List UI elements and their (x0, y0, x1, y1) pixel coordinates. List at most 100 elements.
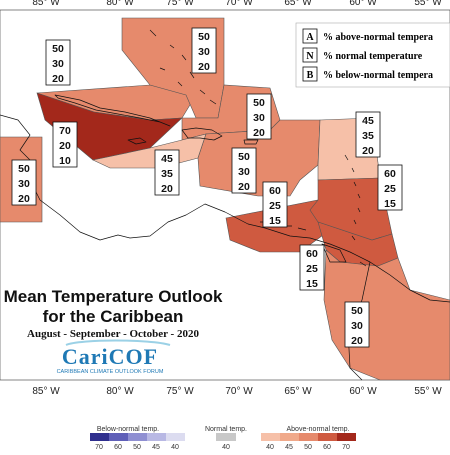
prob-normal: 30 (253, 112, 265, 124)
logo-swoosh (65, 339, 171, 346)
map-subtitle: for the Caribbean (43, 307, 184, 326)
forecast-period: August - September - October - 2020 (27, 328, 199, 340)
prob-box-leewards: 45 35 20 (355, 111, 381, 158)
prob-normal: 35 (362, 130, 374, 142)
lon-label: 85° W (32, 386, 60, 397)
colorbar-normal-swatch (216, 433, 236, 441)
prob-above: 45 (161, 153, 173, 165)
probability-boxes: 50 30 20 50 30 20 50 30 20 50 30 20 70 2… (11, 27, 403, 348)
prob-above: 45 (362, 115, 374, 127)
lon-label: 85° W (32, 0, 60, 8)
colorbar-below-swatches (90, 433, 185, 441)
swatch (318, 433, 337, 441)
lon-label: 70° W (225, 0, 253, 8)
lon-label: 80° W (106, 0, 134, 8)
logo-subtitle: CARIBBEAN CLIMATE OUTLOOK FORUM (57, 369, 164, 375)
prob-above: 50 (198, 31, 210, 43)
legend-letter: N (306, 51, 314, 62)
lon-label: 60° W (349, 386, 377, 397)
legend-row: A % above-normal tempera (302, 28, 433, 44)
swatch (128, 433, 147, 441)
tick: 60 (323, 444, 331, 450)
prob-above: 50 (351, 305, 363, 317)
prob-below: 20 (362, 145, 374, 157)
tick: 45 (285, 444, 293, 450)
region-puerto-rico (197, 119, 321, 197)
prob-box-guianas: 50 30 20 (344, 301, 370, 348)
prob-box-jamaica-cayman: 45 35 20 (154, 149, 180, 196)
prob-box-panama-westcuba: 50 30 20 (45, 39, 71, 86)
swatch (280, 433, 299, 441)
prob-below: 15 (269, 215, 281, 227)
legend-letter: A (306, 32, 314, 43)
color-bar: Below-normal temp. Normal temp. Above-no… (90, 426, 356, 451)
tick: 45 (152, 444, 160, 450)
prob-normal: 30 (18, 178, 30, 190)
legend-text: % below-normal tempera (323, 70, 433, 81)
legend-letter: B (307, 70, 314, 81)
prob-normal: 30 (351, 320, 363, 332)
lon-label: 75° W (166, 0, 194, 8)
swatch (299, 433, 318, 441)
caricof-logo: CariCOF CARIBBEAN CLIMATE OUTLOOK FORUM (57, 339, 171, 375)
swatch (337, 433, 356, 441)
prob-above: 50 (253, 97, 265, 109)
legend-row: B % below-normal tempera (302, 66, 433, 82)
prob-below: 15 (384, 198, 396, 210)
lon-label: 60° W (349, 0, 377, 8)
lon-label: 65° W (284, 0, 312, 8)
tick: 70 (342, 444, 350, 450)
lon-label: 55° W (414, 0, 442, 8)
colorbar-above-swatches (261, 433, 356, 441)
tick: 50 (304, 444, 312, 450)
lon-label: 75° W (166, 386, 194, 397)
legend-text: % normal temperature (323, 51, 423, 62)
logo-wordmark: CariCOF (62, 344, 158, 369)
prob-below: 20 (18, 193, 30, 205)
colorbar-normal-label: Normal temp. (205, 426, 247, 433)
prob-below: 15 (306, 278, 318, 290)
legend-row: N % normal temperature (302, 47, 423, 63)
prob-box-windwards: 60 25 15 (377, 164, 403, 211)
top-longitude-labels: 85° W 80° W 75° W 70° W 65° W 60° W 55° … (32, 0, 442, 8)
prob-normal: 25 (306, 263, 318, 275)
tick: 40 (266, 444, 274, 450)
lon-label: 65° W (284, 386, 312, 397)
swatch (166, 433, 185, 441)
bottom-longitude-labels: 85° W 80° W 75° W 70° W 65° W 60° W 55° … (32, 386, 442, 397)
swatch (261, 433, 280, 441)
prob-box-bahamas-north: 50 30 20 (191, 27, 217, 74)
prob-box-hispaniola: 50 30 20 (246, 93, 272, 140)
prob-below: 20 (238, 181, 250, 193)
colorbar-ticks: 70 60 50 45 40 40 40 45 50 60 70 (95, 444, 350, 451)
prob-box-puerto-rico: 50 30 20 (231, 147, 257, 194)
swatch (109, 433, 128, 441)
prob-normal: 30 (198, 46, 210, 58)
tick: 50 (133, 444, 141, 450)
prob-box-abc-islands: 60 25 15 (262, 181, 288, 228)
prob-box-cuba-west: 70 20 10 (52, 121, 78, 168)
prob-normal: 20 (59, 140, 71, 152)
swatch (90, 433, 109, 441)
tick: 40 (171, 444, 179, 450)
swatch (147, 433, 166, 441)
prob-above: 50 (18, 163, 30, 175)
prob-box-central-america: 50 30 20 (11, 159, 37, 206)
prob-above: 70 (59, 125, 71, 137)
map-title: Mean Temperature Outlook (4, 287, 223, 306)
prob-below: 20 (161, 183, 173, 195)
prob-above: 60 (306, 248, 318, 260)
probability-legend: A % above-normal tempera N % normal temp… (295, 22, 450, 88)
colorbar-above-label: Above-normal temp. (286, 426, 349, 433)
prob-above: 50 (52, 43, 64, 55)
colorbar-below-label: Below-normal temp. (97, 426, 159, 433)
lon-label: 55° W (414, 386, 442, 397)
tick: 40 (222, 444, 230, 450)
prob-above: 50 (238, 151, 250, 163)
prob-above: 60 (384, 168, 396, 180)
lon-label: 80° W (106, 386, 134, 397)
prob-below: 20 (351, 335, 363, 347)
prob-below: 20 (253, 127, 265, 139)
